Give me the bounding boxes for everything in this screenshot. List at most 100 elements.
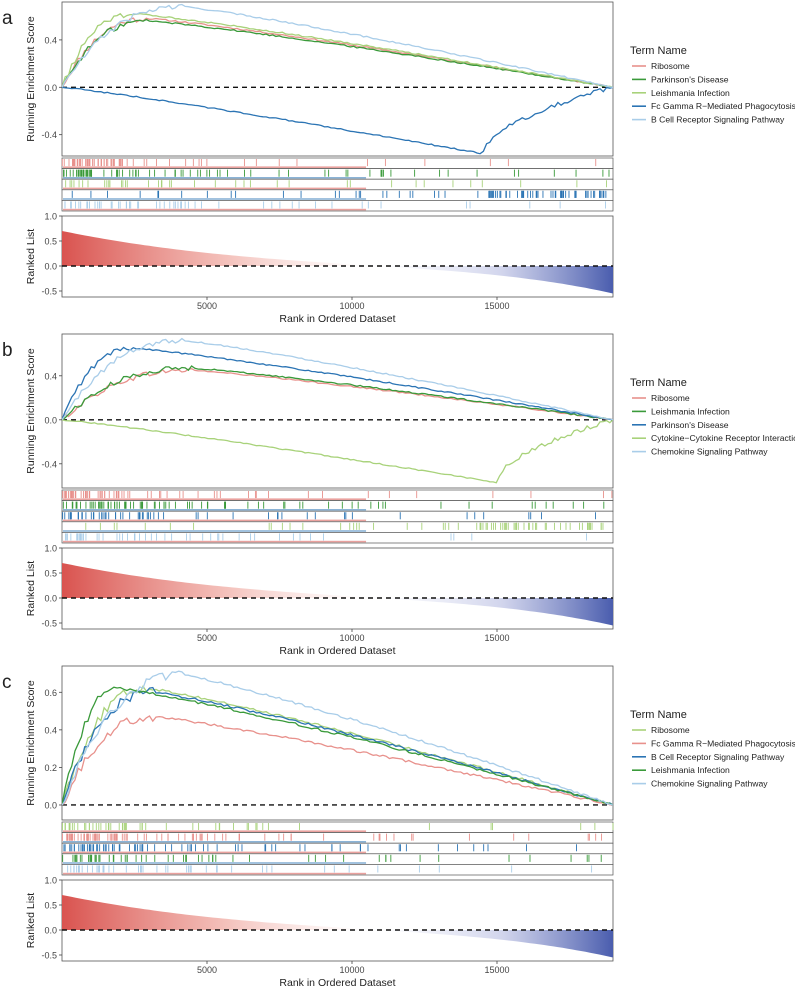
hit-track (61, 200, 614, 212)
y-tick-label-bottom: -0.5 (41, 287, 57, 297)
y-tick-label-bottom: 1.0 (44, 212, 57, 222)
y-tick-label-bottom: 1.0 (44, 544, 57, 554)
x-tick-label: 10000 (339, 633, 364, 643)
hit-track (61, 532, 614, 544)
x-axis-title: Rank in Ordered Dataset (279, 645, 395, 657)
legend-title: Term Name (630, 709, 687, 721)
y-tick-label-bottom: 0.0 (44, 594, 57, 604)
y-tick-label-top: 0.2 (44, 763, 57, 773)
enrichment-plot-frame (61, 333, 614, 489)
hit-track-baseline (63, 540, 367, 543)
enrichment-line-series (62, 18, 613, 88)
hit-track-baseline (63, 530, 367, 532)
y-tick-label-top: -0.4 (41, 130, 57, 140)
panel-label: a (2, 8, 13, 29)
enrichment-line-series (62, 686, 613, 806)
enrichment-lines (62, 337, 613, 484)
legend: Term Name Ribosome Leishmania Infection Par… (630, 377, 795, 457)
legend-item-label: Chemokine Signaling Pathway (651, 779, 768, 789)
y-tick-label-bottom: 0.5 (44, 569, 57, 579)
enrichment-line-series (62, 346, 613, 421)
y-axis-title-ranked: Ranked List (25, 561, 37, 617)
hit-track-baseline (63, 509, 367, 511)
legend-item-label: Ribosome (651, 393, 690, 403)
legend-title: Term Name (630, 45, 687, 57)
panel-b: b 0.4 0.0 -0.4 Running Enrichment Score 1.0 0.… (0, 332, 795, 664)
hit-track-baseline (63, 187, 367, 190)
y-tick-label-bottom: -0.5 (41, 619, 57, 629)
legend-item-label: Leishmania Infection (651, 88, 730, 98)
y-tick-label-bottom: 0.0 (44, 262, 57, 272)
gsea-chart-c: c 0.6 0.4 0.2 0.0 Running Enrichment Score 1.0… (2, 665, 795, 989)
legend-item-label: Ribosome (651, 61, 690, 71)
y-axis-title-enrichment: Running Enrichment Score (25, 680, 37, 806)
y-tick-label-top: -0.4 (41, 459, 57, 469)
hit-track (61, 864, 614, 876)
y-tick-label-bottom: 1.0 (44, 876, 57, 886)
legend-item-label: Ribosome (651, 725, 690, 735)
y-tick-label-bottom: 0.5 (44, 901, 57, 911)
panel-label: c (2, 672, 12, 693)
legend-item-label: Fc Gamma R−Mediated Phagocytosis (651, 101, 795, 111)
y-tick-label-bottom: 0.0 (44, 926, 57, 936)
y-axis-title-ranked: Ranked List (25, 229, 37, 285)
x-axis-title: Rank in Ordered Dataset (279, 977, 395, 989)
legend-item-label: Fc Gamma R−Mediated Phagocytosis (651, 738, 795, 748)
enrichment-lines (62, 3, 613, 155)
y-tick-label-top: 0.0 (44, 83, 57, 93)
y-axis-title-enrichment: Running Enrichment Score (25, 16, 37, 142)
enrichment-line-series (62, 715, 613, 806)
legend-item-label: Cytokine−Cytokine Receptor Interaction (651, 433, 795, 443)
legend-title: Term Name (630, 377, 687, 389)
enrichment-lines (62, 670, 613, 806)
hit-track-baseline (63, 519, 367, 522)
hit-track-baseline (63, 166, 367, 168)
x-axis-title: Rank in Ordered Dataset (279, 313, 395, 325)
legend-item-label: Leishmania Infection (651, 765, 730, 775)
x-tick-label: 5000 (197, 301, 217, 311)
legend-item-label: Parkinson's Disease (651, 74, 729, 84)
y-axis-title-ranked: Ranked List (25, 893, 37, 949)
enrichment-line-series (62, 86, 613, 155)
gsea-chart-a: a 0.4 0.0 -0.4 Running Enrichment Score 1.0 0.… (2, 1, 795, 325)
enrichment-line-series (62, 12, 613, 88)
enrichment-plot-frame (61, 1, 614, 157)
x-tick-label: 15000 (484, 301, 509, 311)
y-axis-title-enrichment: Running Enrichment Score (25, 348, 37, 474)
hit-track-baseline (63, 177, 367, 179)
legend-item-label: Chemokine Signaling Pathway (651, 447, 768, 457)
x-tick-label: 15000 (484, 965, 509, 975)
hit-track-baseline (63, 198, 367, 200)
y-tick-label-top: 0.6 (44, 688, 57, 698)
panel-a: a 0.4 0.0 -0.4 Running Enrichment Score 1.0 0.… (0, 0, 795, 332)
enrichment-line-series (62, 365, 613, 421)
y-tick-label-bottom: 0.5 (44, 237, 57, 247)
ranked-list-area (62, 563, 613, 626)
hit-track-baseline (63, 872, 367, 875)
hit-track-baseline (63, 851, 367, 854)
hit-track-baseline (63, 498, 367, 500)
x-tick-label: 5000 (197, 633, 217, 643)
y-tick-label-top: 0.4 (44, 725, 57, 735)
hit-track-baseline (63, 208, 367, 211)
y-tick-label-top: 0.4 (44, 35, 57, 45)
y-tick-label-bottom: -0.5 (41, 951, 57, 961)
y-tick-label-top: 0.0 (44, 800, 57, 810)
x-tick-label: 10000 (339, 301, 364, 311)
legend: Term Name Ribosome Fc Gamma R−Mediated Pha… (630, 709, 795, 789)
y-tick-label-top: 0.0 (44, 415, 57, 425)
enrichment-line-series (62, 670, 613, 806)
gsea-chart-b: b 0.4 0.0 -0.4 Running Enrichment Score 1.0 0.… (2, 333, 795, 657)
legend-item-label: Parkinson's Disease (651, 420, 729, 430)
y-tick-label-top: 0.4 (44, 371, 57, 381)
panel-c: c 0.6 0.4 0.2 0.0 Running Enrichment Score 1.0… (0, 664, 795, 996)
enrichment-line-series (62, 419, 613, 484)
hit-track-baseline (63, 862, 367, 864)
enrichment-line-series (62, 3, 613, 88)
enrichment-plot-frame (61, 665, 614, 821)
enrichment-line-series (62, 337, 613, 421)
ranked-list-area (62, 895, 613, 958)
x-tick-label: 10000 (339, 965, 364, 975)
x-tick-label: 15000 (484, 633, 509, 643)
hit-track-baseline (63, 830, 367, 832)
